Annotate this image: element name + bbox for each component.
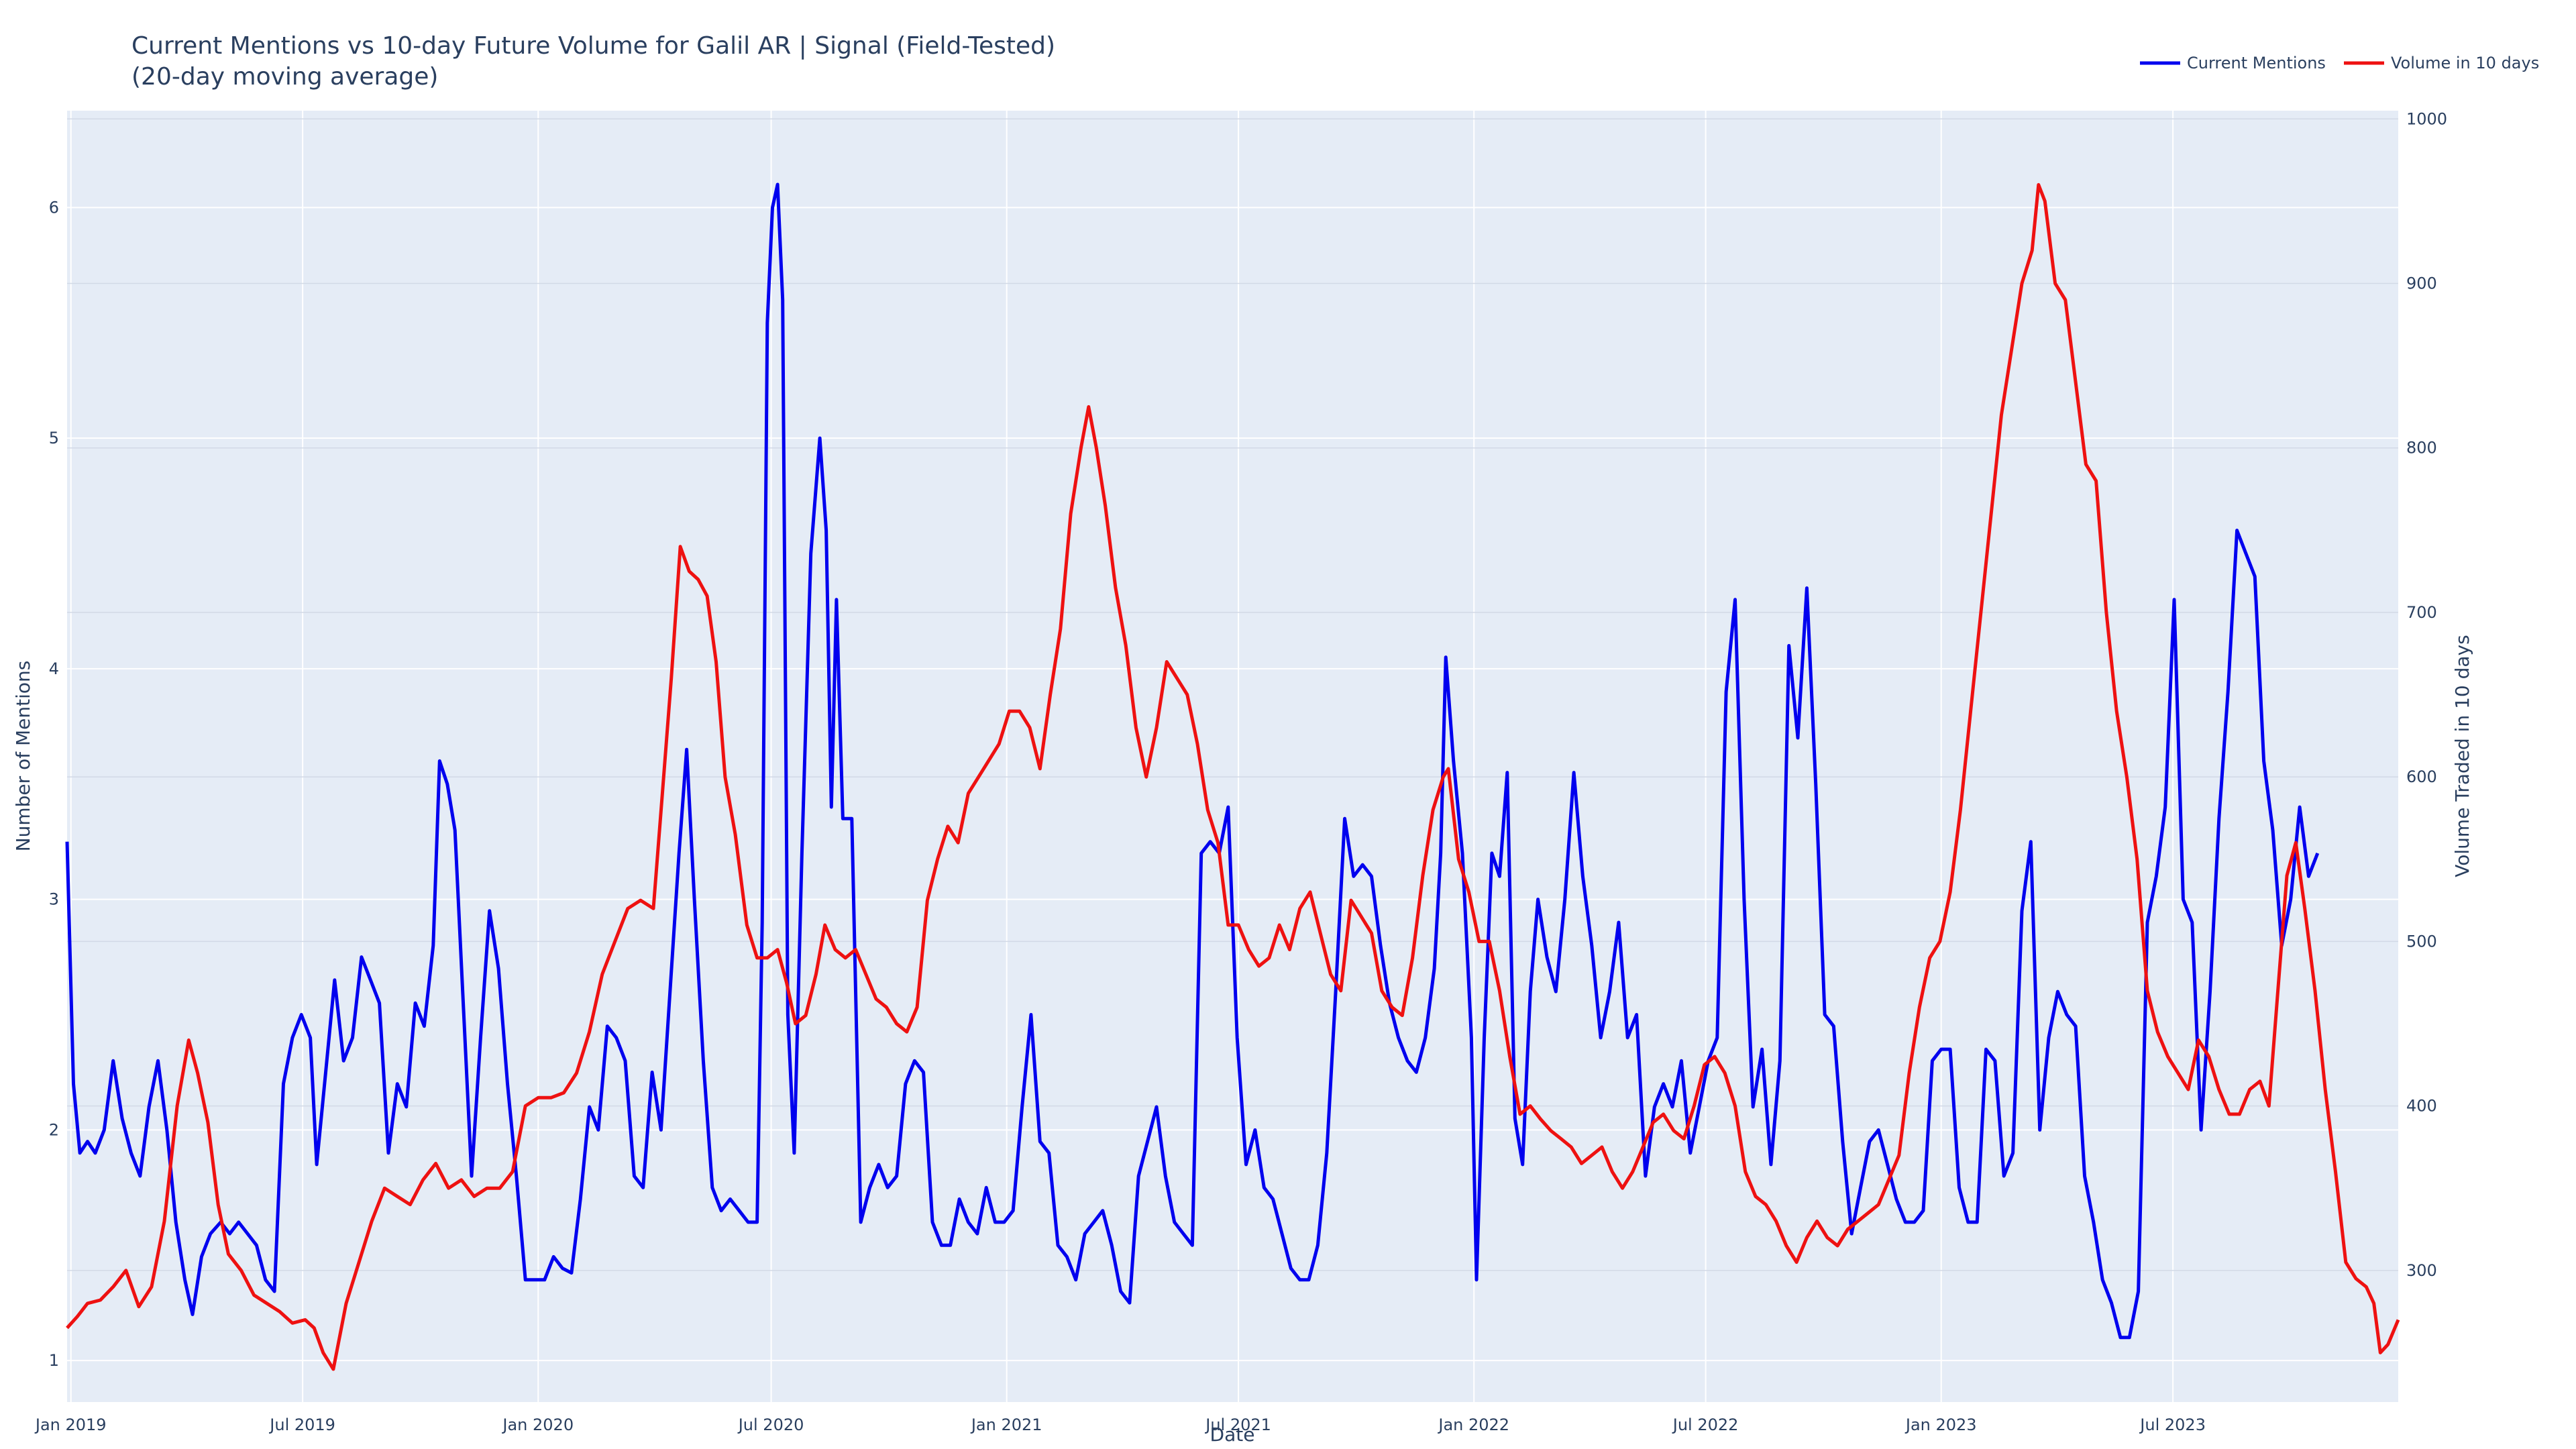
x-tick-label-8: Jan 2023: [1904, 1415, 1977, 1434]
plot-area: [67, 111, 2398, 1402]
x-tick-label-2: Jan 2020: [501, 1415, 574, 1434]
x-tick-label-1: Jul 2019: [268, 1415, 335, 1434]
x-tick-label-7: Jul 2022: [1672, 1415, 1739, 1434]
y-axis-left-title: Number of Mentions: [12, 661, 34, 852]
legend-label-mentions[interactable]: Current Mentions: [2187, 54, 2326, 72]
series-line-mentions[interactable]: [65, 182, 2320, 1340]
x-tick-label-0: Jan 2019: [34, 1415, 107, 1434]
series-lines: [65, 182, 2400, 1371]
x-axis-title: Date: [1210, 1424, 1255, 1446]
y-left-tick-label-0: 1: [49, 1351, 59, 1370]
y-left-tick-label-5: 6: [49, 198, 59, 217]
series-line-volume[interactable]: [66, 182, 2400, 1371]
y-right-tick-label-7: 1000: [2406, 109, 2447, 128]
x-tick-label-6: Jan 2022: [1437, 1415, 1509, 1434]
y-left-tick-label-1: 2: [49, 1120, 59, 1139]
y-right-tick-label-3: 600: [2406, 767, 2437, 786]
x-tick-label-4: Jan 2021: [970, 1415, 1042, 1434]
y-axis-right-title: Volume Traded in 10 days: [2451, 635, 2473, 877]
y-right-tick-label-4: 700: [2406, 603, 2437, 622]
x-tick-label-9: Jul 2023: [2139, 1415, 2206, 1434]
y-right-tick-label-0: 300: [2406, 1261, 2437, 1280]
y-left-tick-label-2: 3: [49, 890, 59, 909]
y-right-tick-label-5: 800: [2406, 439, 2437, 458]
chart-title-line1: Current Mentions vs 10-day Future Volume…: [131, 32, 1055, 60]
chart-title-line2: (20-day moving average): [131, 63, 438, 91]
axis-ticks: Jan 2019 Jul 2019 Jan 2020 Jul 2020 Jan 2021…: [34, 109, 2447, 1434]
y-right-tick-label-1: 400: [2406, 1097, 2437, 1116]
y-right-tick-label-2: 500: [2406, 932, 2437, 951]
gridlines: [67, 111, 2398, 1402]
legend[interactable]: Current Mentions Volume in 10 days: [2140, 54, 2539, 72]
x-tick-label-5: Jul 2021: [1204, 1415, 1271, 1434]
x-tick-label-3: Jul 2020: [737, 1415, 804, 1434]
legend-label-volume[interactable]: Volume in 10 days: [2391, 54, 2539, 72]
y-left-tick-label-3: 4: [49, 659, 59, 678]
y-left-tick-label-4: 5: [49, 429, 59, 447]
y-right-tick-label-6: 900: [2406, 274, 2437, 292]
